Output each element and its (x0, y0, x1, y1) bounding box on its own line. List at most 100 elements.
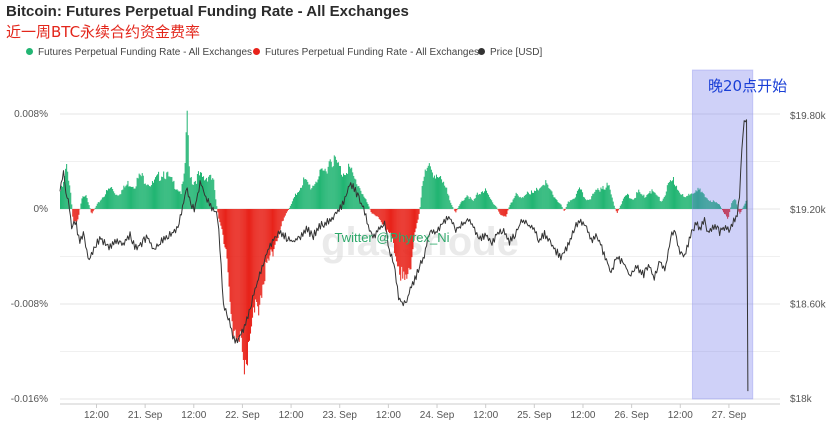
funding-bar-positive (314, 184, 316, 209)
funding-bar-positive (97, 202, 99, 209)
funding-bar-positive (186, 110, 188, 209)
funding-bar-negative (371, 208, 373, 214)
funding-bar-positive (342, 173, 345, 209)
funding-bar-positive (171, 177, 173, 209)
funding-bar-negative (259, 208, 261, 305)
funding-bar-positive (636, 192, 638, 209)
funding-bar-positive (457, 208, 459, 209)
funding-bar-positive (634, 198, 636, 209)
funding-bar-positive (213, 179, 215, 209)
funding-bar-positive (142, 175, 144, 209)
funding-bar-positive (524, 194, 526, 209)
funding-bar-positive (474, 198, 476, 209)
funding-bar-positive (301, 187, 303, 209)
funding-bar-positive (103, 196, 105, 209)
funding-bar-positive (623, 196, 625, 209)
funding-bar-positive (533, 192, 535, 209)
funding-bar-positive (730, 207, 732, 209)
funding-bar-positive (166, 172, 168, 209)
funding-bar-negative (393, 208, 395, 243)
funding-bar-positive (669, 180, 671, 209)
funding-bar-positive (673, 184, 676, 209)
funding-bar-positive (64, 176, 66, 209)
funding-bar-positive (683, 196, 685, 209)
funding-bar-positive (473, 198, 475, 209)
funding-bar-negative (234, 208, 236, 330)
funding-bar-negative (404, 208, 406, 280)
funding-bar-positive (484, 188, 487, 209)
legend-item-price[interactable]: Price [USD] (478, 47, 542, 58)
funding-bar-negative (397, 208, 399, 267)
legend-item-negative-funding[interactable]: Futures Perpetual Funding Rate - All Exc… (253, 47, 479, 58)
funding-bar-positive (603, 189, 605, 209)
funding-bar-positive (551, 191, 553, 209)
funding-bar-positive (689, 195, 691, 209)
funding-bar-positive (124, 187, 126, 209)
funding-bar-negative (280, 208, 282, 227)
funding-bar-positive (143, 183, 145, 209)
funding-bar-positive (366, 202, 368, 209)
funding-bar-negative (454, 208, 456, 212)
funding-bar-negative (726, 208, 728, 217)
funding-bar-positive (604, 189, 606, 209)
funding-bar-positive (423, 176, 425, 209)
funding-bar-positive (119, 194, 121, 209)
funding-bar-positive (703, 194, 705, 209)
funding-bar-positive (86, 198, 88, 209)
funding-bar-positive (578, 187, 580, 209)
funding-bar-positive (202, 176, 204, 209)
funding-bar-positive (70, 192, 72, 209)
funding-bar-negative (617, 208, 619, 211)
funding-bar-positive (694, 192, 696, 209)
funding-bar-positive (684, 197, 686, 209)
funding-bar-positive (467, 196, 469, 209)
funding-bar-positive (292, 198, 294, 209)
funding-bar-positive (605, 187, 607, 209)
funding-bar-positive (120, 194, 122, 209)
funding-bar-positive (302, 185, 304, 209)
funding-bar-positive (571, 199, 573, 209)
funding-bar-positive (690, 193, 692, 209)
funding-bar-positive (428, 163, 430, 209)
funding-bar-negative (255, 208, 257, 300)
funding-bar-negative (395, 208, 397, 257)
funding-bar-negative (282, 208, 284, 221)
funding-bar-negative (277, 208, 279, 239)
y-right-tick-label: $18k (790, 394, 813, 405)
funding-bar-positive (299, 190, 301, 209)
funding-bar-positive (345, 175, 347, 209)
funding-bar-positive (509, 204, 511, 209)
funding-bar-positive (102, 197, 104, 209)
funding-bar-positive (558, 202, 560, 209)
funding-bar-positive (190, 177, 192, 209)
funding-bar-positive (87, 202, 89, 209)
funding-bar-positive (335, 159, 337, 209)
funding-bar-positive (71, 204, 73, 209)
funding-bar-negative (372, 208, 374, 214)
funding-bar-negative (256, 208, 258, 302)
funding-bar-positive (94, 207, 96, 209)
funding-bar-positive (720, 208, 723, 209)
funding-bar-negative (728, 208, 730, 217)
funding-bar-negative (224, 208, 226, 248)
funding-bar-positive (645, 196, 647, 209)
funding-bar-positive (289, 205, 291, 209)
funding-bar-negative (271, 208, 273, 252)
funding-bar-negative (385, 208, 387, 232)
legend-item-positive-funding[interactable]: Futures Perpetual Funding Rate - All Exc… (26, 47, 252, 58)
funding-bar-positive (573, 198, 575, 209)
funding-bar-positive (106, 190, 109, 209)
funding-bar-positive (700, 192, 702, 209)
x-axis: 12:00 21. Sep 12:00 22. Sep 12:00 23. Sep 12:0… (60, 403, 780, 421)
funding-bar-positive (126, 184, 128, 209)
funding-bar-negative (564, 208, 566, 210)
funding-bar-positive (183, 173, 185, 209)
funding-bar-negative (406, 208, 408, 279)
funding-bar-negative (739, 208, 741, 214)
funding-bar-negative (506, 208, 508, 215)
funding-bar-positive (635, 197, 637, 209)
funding-bar-positive (682, 194, 684, 209)
funding-bar-negative (401, 208, 403, 267)
funding-bar-negative (417, 208, 419, 220)
funding-bar-positive (98, 202, 100, 209)
